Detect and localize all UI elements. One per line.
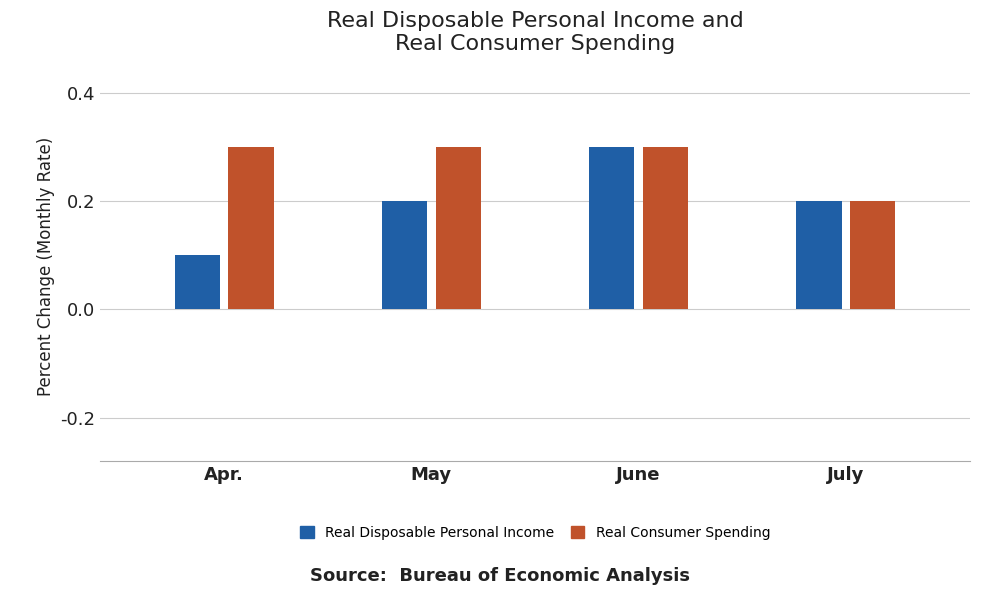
Text: Source:  Bureau of Economic Analysis: Source: Bureau of Economic Analysis <box>310 567 690 585</box>
Bar <box>589 147 634 309</box>
Legend: Real Disposable Personal Income, Real Consumer Spending: Real Disposable Personal Income, Real Co… <box>300 526 770 540</box>
Y-axis label: Percent Change (Monthly Rate): Percent Change (Monthly Rate) <box>37 137 55 395</box>
Bar <box>175 255 220 309</box>
Bar <box>228 147 274 309</box>
Title: Real Disposable Personal Income and
Real Consumer Spending: Real Disposable Personal Income and Real… <box>327 11 743 54</box>
Bar <box>382 201 427 309</box>
Bar <box>850 201 895 309</box>
Bar <box>796 201 842 309</box>
Bar <box>643 147 688 309</box>
Bar <box>436 147 481 309</box>
